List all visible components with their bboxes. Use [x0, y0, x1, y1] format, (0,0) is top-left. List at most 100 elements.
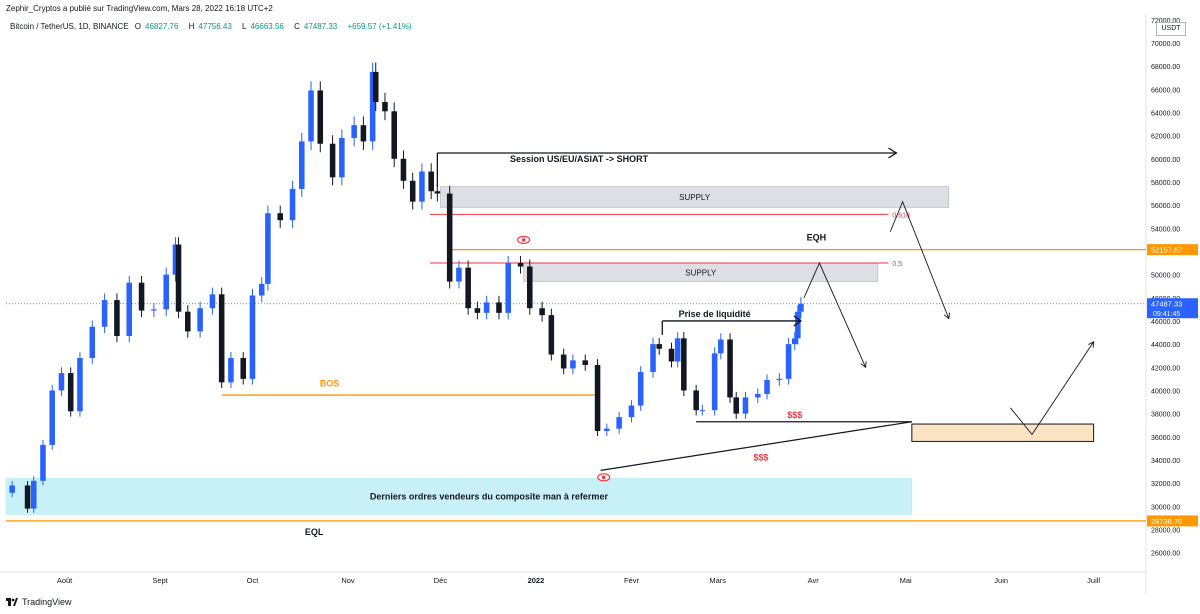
annotation-text: EQL — [305, 527, 324, 537]
candle-body — [249, 295, 256, 379]
price-label-text: 47487.33 — [1151, 300, 1182, 309]
tradingview-brand: TradingView — [22, 597, 72, 607]
candle-body — [637, 371, 644, 406]
candle-body — [711, 353, 718, 411]
candle-body — [329, 143, 336, 178]
annotation-text: Prise de liquidité — [679, 309, 751, 319]
annotation-text: $$$ — [787, 410, 802, 420]
price-label-text: 52157.67 — [1151, 246, 1182, 255]
candle-body — [49, 390, 55, 445]
y-tick-label: 32000.00 — [1151, 481, 1180, 488]
y-tick-label: 64000.00 — [1151, 110, 1180, 117]
candle-body — [9, 485, 15, 493]
y-tick-label: 62000.00 — [1151, 134, 1180, 141]
x-tick-label: Avr — [808, 576, 820, 585]
tradingview-footer[interactable]: TradingView — [6, 597, 72, 607]
candle-body — [40, 444, 46, 481]
candle-body — [89, 326, 96, 359]
candle-body — [798, 303, 804, 312]
x-tick-label: Mai — [900, 576, 912, 585]
candle-body — [764, 380, 770, 394]
annotation-text: Session US/EU/ASIAT -> SHORT — [510, 154, 649, 164]
candle-body — [755, 393, 761, 398]
candle-body — [289, 188, 296, 221]
candle-body — [465, 267, 471, 309]
candle-body — [742, 397, 749, 414]
candle-body — [616, 417, 622, 429]
candle-body — [668, 348, 675, 362]
candle-body — [369, 71, 376, 142]
candle-body — [372, 71, 379, 103]
y-tick-label: 50000.00 — [1151, 273, 1180, 280]
candle-body — [776, 378, 783, 381]
y-tick-label: 28000.00 — [1151, 527, 1180, 534]
candle-body — [505, 263, 511, 313]
price-label-text: 28738.70 — [1151, 517, 1182, 526]
y-tick-label: 72000.00 — [1151, 18, 1180, 25]
projection-path — [803, 261, 867, 368]
eye-icon-pupil — [521, 238, 526, 242]
candle-body — [126, 282, 133, 337]
y-tick-label: 42000.00 — [1151, 365, 1180, 372]
candle-body — [58, 373, 65, 391]
candle-body — [67, 373, 74, 412]
y-tick-label: 70000.00 — [1151, 41, 1180, 48]
candle-body — [791, 338, 798, 345]
x-tick-label: Juill — [1087, 576, 1100, 585]
candle-body — [299, 141, 305, 189]
candle-body — [172, 244, 179, 275]
candle-body — [604, 428, 610, 431]
projection-path — [889, 200, 950, 319]
candle-body — [277, 213, 283, 221]
candle-body — [114, 300, 120, 337]
annotation-text: $$$ — [753, 453, 768, 463]
candle-body — [258, 283, 265, 296]
projection-arrow-head — [860, 361, 867, 369]
candle-body — [163, 274, 169, 310]
liquidity-arrow-head — [793, 315, 803, 327]
candle-body — [400, 158, 407, 181]
projection-arrow-head — [1088, 341, 1095, 348]
price-label-countdown: 09:41:45 — [1153, 311, 1180, 318]
candle-body — [693, 390, 699, 411]
candle-body — [240, 358, 247, 379]
session-arrow-head — [888, 147, 898, 159]
y-tick-label: 44000.00 — [1151, 342, 1180, 349]
candle-body — [656, 344, 662, 349]
candle-body — [197, 308, 203, 332]
x-tick-label: Mars — [709, 576, 726, 585]
x-axis: Août Sept Oct Nov Déc 2022 Févr Mars Avr Mai Juin J… — [57, 576, 1101, 585]
y-axis: 72000.00 70000.00 68000.00 66000.00 64000.00… — [1151, 18, 1180, 558]
candle-body — [351, 125, 357, 138]
ohlc-close: C 47487.33 — [294, 22, 338, 31]
eye-icon-pupil — [601, 475, 606, 480]
price-label-box — [1147, 244, 1198, 256]
candle-body — [548, 315, 555, 355]
projection-path — [1010, 341, 1094, 436]
symbol-row: Bitcoin / TetherUS, 1D, BINANCE O 46827.7… — [10, 22, 420, 31]
candle-body — [699, 410, 706, 412]
y-tick-label: 26000.00 — [1151, 551, 1180, 558]
y-tick-label: 36000.00 — [1151, 435, 1180, 442]
y-tick-label: 54000.00 — [1151, 226, 1180, 233]
candle-body — [409, 180, 416, 202]
candle-body — [185, 311, 191, 332]
x-tick-label: Août — [57, 576, 73, 585]
candle-body — [560, 354, 567, 369]
symbol-name: Bitcoin / TetherUS, 1D, BINANCE — [10, 22, 129, 31]
tradingview-logo-icon — [6, 598, 18, 606]
annotation-text: BOS — [320, 379, 340, 389]
candle-body — [527, 266, 533, 309]
y-tick-label: 56000.00 — [1151, 203, 1180, 210]
x-tick-label: Sept — [152, 576, 168, 585]
candle-body — [718, 339, 724, 354]
candle-body — [228, 358, 234, 383]
candle-body — [446, 193, 453, 282]
candle-body — [138, 282, 145, 311]
y-tick-label: 38000.00 — [1151, 412, 1180, 419]
candle-body — [428, 171, 434, 192]
projection-arrow-head — [943, 312, 950, 320]
currency-label[interactable]: USDT — [1156, 22, 1186, 36]
supply-zone-label: SUPPLY — [679, 193, 711, 202]
